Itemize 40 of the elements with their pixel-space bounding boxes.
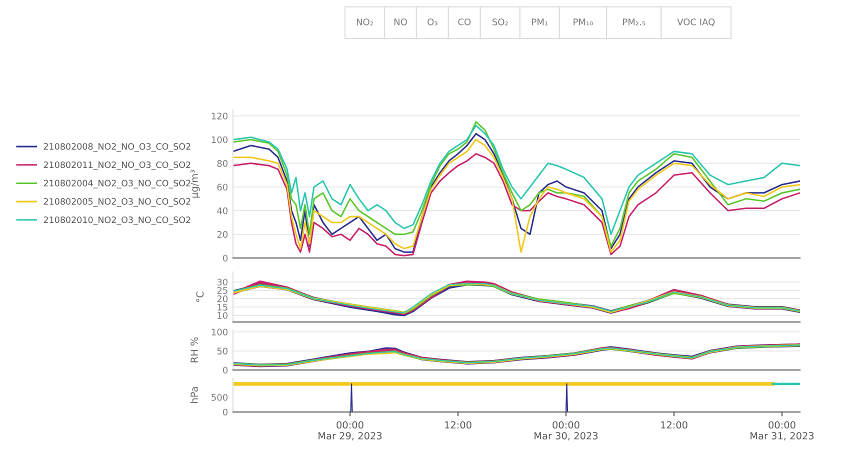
legend-label: 210802010_NO2_O3_NO_CO_SO2	[44, 216, 190, 226]
text: PM₂.₅	[623, 18, 646, 26]
text: NO₂	[356, 18, 373, 26]
x-tick-label: 12:00	[661, 421, 688, 429]
y-axis-title: RH %	[190, 337, 198, 362]
y-tick-label: 60	[217, 184, 228, 191]
text: PM₁	[532, 18, 548, 26]
x-tick-label: 12:00	[445, 421, 472, 429]
y-tick-label: 100	[212, 136, 228, 144]
y-tick-label: 20	[217, 295, 228, 302]
x-tick-label: 00:00 Mar 30, 2023	[534, 421, 598, 440]
y-tick-label: 0	[222, 408, 228, 416]
text: NO	[394, 18, 407, 26]
y-tick-label: 30	[217, 278, 228, 286]
text: SO₂	[492, 18, 508, 26]
y-tick-label: 15	[218, 304, 228, 311]
legend-label: 210802004_NO2_O3_NO_CO_SO2	[44, 180, 190, 188]
x-tick-label: 00:00 Mar 31, 2023	[750, 421, 814, 440]
y-axis-title: hPa	[190, 387, 198, 403]
text: CO	[458, 18, 471, 26]
y-tick-label: 20	[217, 231, 228, 238]
y-tick-label: 0	[222, 254, 228, 262]
text: O₃	[428, 18, 438, 26]
x-tick-label: 00:00 Mar 29, 2023	[318, 421, 382, 440]
y-axis-title: °C	[196, 292, 204, 302]
legend-label: 210802008_NO2_NO_O3_CO_SO2	[44, 143, 190, 152]
legend-label: 210802011_NO2_NO_O3_CO_SO2	[44, 161, 190, 170]
legend-label: 210802005_NO2_O3_NO_CO_SO2	[44, 198, 190, 207]
y-tick-label: 120	[212, 112, 228, 120]
y-tick-label: 100	[212, 328, 228, 336]
y-tick-label: 40	[217, 207, 228, 214]
y-tick-label: 10	[218, 312, 228, 319]
y-tick-label: 500	[212, 394, 228, 401]
y-tick-label: 0	[222, 366, 228, 374]
y-axis-title: μg/m³	[190, 170, 200, 198]
y-tick-label: 50	[217, 348, 228, 355]
y-tick-label: 25	[217, 287, 228, 294]
text: VOC IAQ	[677, 18, 715, 26]
y-tick-label: 80	[217, 160, 228, 167]
text: PM₁₀	[574, 18, 593, 26]
